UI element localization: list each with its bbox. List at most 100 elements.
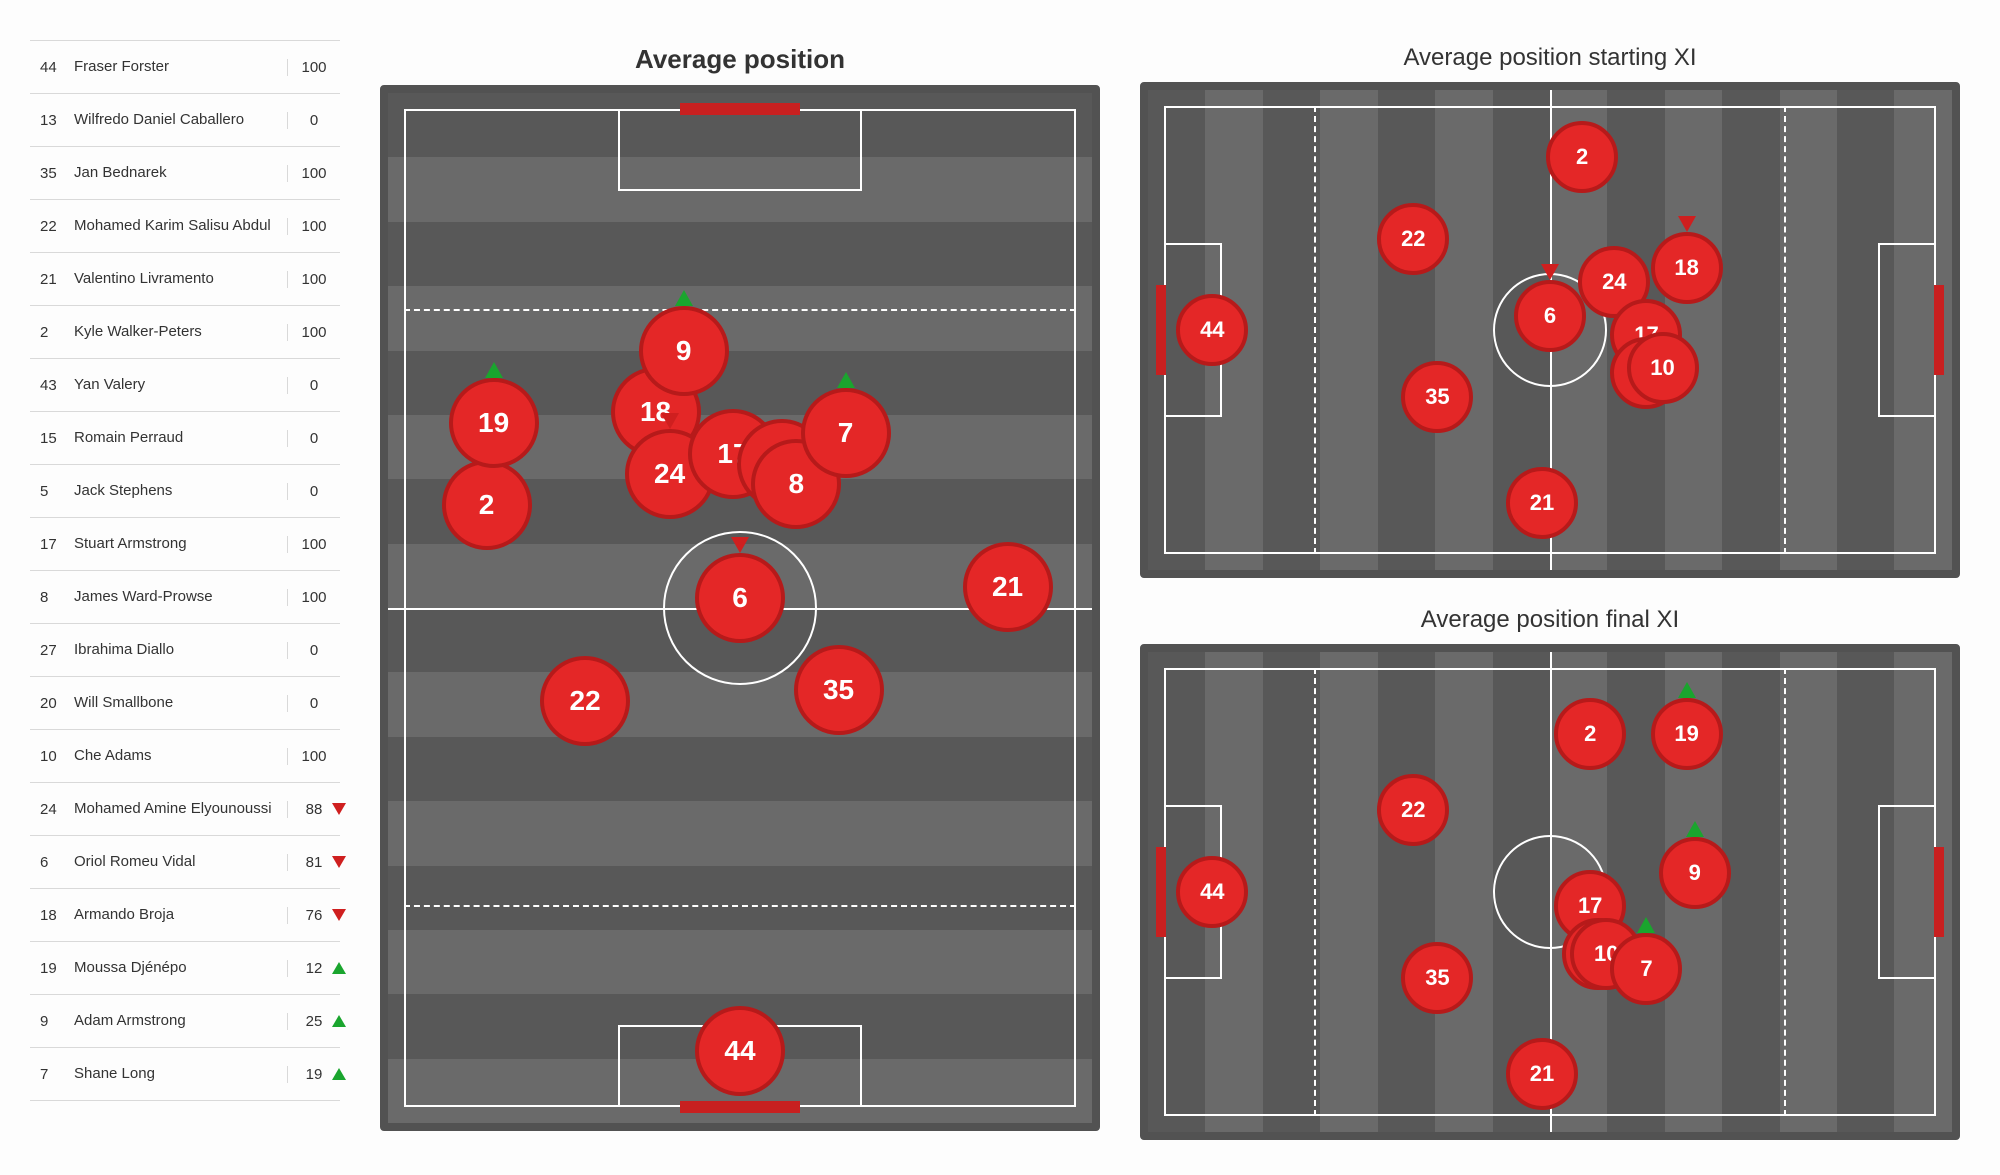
minutes-played: 0: [287, 430, 334, 447]
player-marker: 44: [1176, 294, 1248, 366]
roster-row: 13Wilfredo Daniel Caballero0: [30, 94, 340, 147]
goal-left: [1156, 285, 1166, 375]
player-number: 22: [40, 218, 74, 235]
minutes-played: 88: [287, 801, 334, 818]
player-marker: 6: [1514, 280, 1586, 352]
goal-bottom: [680, 1101, 800, 1113]
roster-row: 10Che Adams100: [30, 730, 340, 783]
player-marker: 35: [1401, 361, 1473, 433]
player-name: Jack Stephens: [74, 482, 287, 499]
sub-on-icon: [485, 362, 503, 378]
player-name: Che Adams: [74, 747, 287, 764]
player-number: 2: [40, 324, 74, 341]
player-marker: 2: [1546, 121, 1618, 193]
main-pitch-title: Average position: [380, 40, 1100, 85]
pitch-starting-xi: 4422352216241718810: [1140, 82, 1960, 578]
player-name: Fraser Forster: [74, 58, 287, 75]
roster-row: 21Valentino Livramento100: [30, 253, 340, 306]
player-name: Valentino Livramento: [74, 270, 287, 287]
player-name: Jan Bednarek: [74, 164, 287, 181]
roster-row: 19Moussa Djénépo12: [30, 942, 340, 995]
roster-row: 17Stuart Armstrong100: [30, 518, 340, 571]
player-number: 17: [40, 536, 74, 553]
sub-on-icon: [1678, 682, 1696, 698]
player-name: Mohamed Karim Salisu Abdul: [74, 217, 287, 234]
player-name: Ibrahima Diallo: [74, 641, 287, 658]
player-marker: 44: [1176, 856, 1248, 928]
player-marker: 44: [695, 1006, 785, 1096]
player-marker: 21: [963, 542, 1053, 632]
player-number: 35: [40, 165, 74, 182]
player-name: Shane Long: [74, 1065, 287, 1082]
minutes-played: 0: [287, 112, 334, 129]
starting-xi-title: Average position starting XI: [1140, 40, 1960, 82]
six-yard-right: [1878, 243, 1936, 417]
sub-on-icon: [1637, 917, 1655, 933]
player-marker: 9: [1659, 837, 1731, 909]
roster-row: 20Will Smallbone0: [30, 677, 340, 730]
minutes-played: 100: [287, 218, 334, 235]
player-marker: 22: [540, 656, 630, 746]
player-name: Romain Perraud: [74, 429, 287, 446]
player-number: 13: [40, 112, 74, 129]
player-name: Wilfredo Daniel Caballero: [74, 111, 287, 128]
player-name: Armando Broja: [74, 906, 287, 923]
roster-row: 27Ibrahima Diallo0: [30, 624, 340, 677]
player-name: Kyle Walker-Peters: [74, 323, 287, 340]
roster-row: 9Adam Armstrong25: [30, 995, 340, 1048]
player-name: Will Smallbone: [74, 694, 287, 711]
sub-on-icon: [332, 1068, 346, 1080]
player-marker: 22: [1377, 774, 1449, 846]
final-xi-title: Average position final XI: [1140, 602, 1960, 644]
sub-off-icon: [1678, 216, 1696, 232]
sub-off-icon: [731, 537, 749, 553]
minutes-played: 0: [287, 642, 334, 659]
player-name: Yan Valery: [74, 376, 287, 393]
minutes-played: 0: [287, 483, 334, 500]
main-pitch-column: Average position 44223522161918241710879: [380, 40, 1100, 1135]
minutes-played: 76: [287, 907, 334, 924]
minutes-played: 100: [287, 536, 334, 553]
sub-off-icon: [661, 413, 679, 429]
player-number: 15: [40, 430, 74, 447]
roster-row: 43Yan Valery0: [30, 359, 340, 412]
player-marker: 2: [442, 460, 532, 550]
sub-on-icon: [837, 372, 855, 388]
player-marker: 9: [639, 306, 729, 396]
six-yard-right: [1878, 805, 1936, 979]
player-marker: 35: [794, 645, 884, 735]
sub-on-icon: [332, 1015, 346, 1027]
player-number: 21: [40, 271, 74, 288]
player-number: 10: [40, 748, 74, 765]
roster-row: 18Armando Broja76: [30, 889, 340, 942]
player-marker: 21: [1506, 1038, 1578, 1110]
sub-on-icon: [332, 962, 346, 974]
six-yard-top: [618, 109, 862, 191]
player-marker: 35: [1401, 942, 1473, 1014]
sub-on-icon: [1686, 821, 1704, 837]
player-marker: 22: [1377, 203, 1449, 275]
roster-row: 2Kyle Walker-Peters100: [30, 306, 340, 359]
dashboard-root: 44Fraser Forster10013Wilfredo Daniel Cab…: [0, 0, 2000, 1175]
right-column: Average position starting XI 44223522162…: [1140, 40, 1960, 1135]
roster-row: 6Oriol Romeu Vidal81: [30, 836, 340, 889]
player-name: Oriol Romeu Vidal: [74, 853, 287, 870]
player-number: 5: [40, 483, 74, 500]
roster-row: 7Shane Long19: [30, 1048, 340, 1101]
goal-left: [1156, 847, 1166, 937]
sub-on-icon: [675, 290, 693, 306]
roster-table: 44Fraser Forster10013Wilfredo Daniel Cab…: [30, 40, 340, 1135]
player-number: 8: [40, 589, 74, 606]
player-number: 18: [40, 907, 74, 924]
sub-off-icon: [332, 909, 346, 921]
player-marker: 21: [1506, 467, 1578, 539]
player-number: 24: [40, 801, 74, 818]
starting-xi-block: Average position starting XI 44223522162…: [1140, 40, 1960, 578]
player-name: Stuart Armstrong: [74, 535, 287, 552]
minutes-played: 100: [287, 324, 334, 341]
minutes-played: 100: [287, 271, 334, 288]
pitch-final-xi: 442235212191798107: [1140, 644, 1960, 1140]
pitch-average-position: 44223522161918241710879: [380, 85, 1100, 1131]
final-xi-block: Average position final XI 44223521219179…: [1140, 602, 1960, 1140]
roster-row: 35Jan Bednarek100: [30, 147, 340, 200]
